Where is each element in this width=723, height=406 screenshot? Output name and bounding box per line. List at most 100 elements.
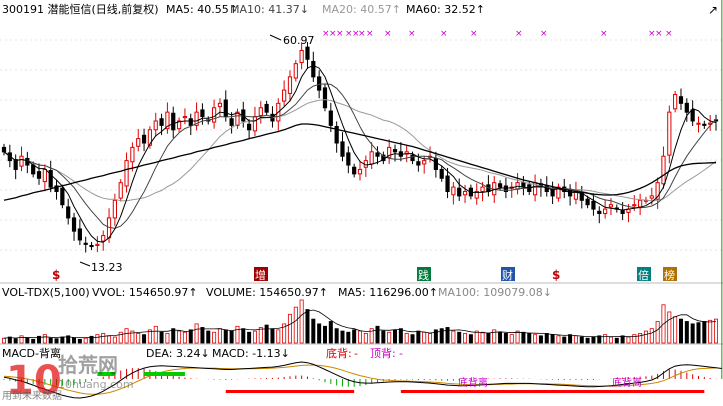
candle-body	[305, 46, 310, 60]
volume-bar	[498, 331, 503, 344]
volume-bar	[387, 331, 392, 344]
candle-body	[655, 182, 660, 200]
candle-body	[603, 208, 608, 215]
candle-body	[684, 102, 689, 113]
expand-arrow-icon[interactable]: ↗	[708, 3, 718, 17]
volume-bar	[696, 322, 701, 344]
volume-bar	[538, 335, 543, 344]
candle-body	[223, 99, 228, 118]
candle-body	[60, 187, 65, 206]
volume-bar	[416, 330, 421, 344]
volume-bar	[217, 328, 222, 344]
candle-body	[346, 152, 351, 166]
candle-body	[334, 125, 339, 144]
volume-bar	[468, 334, 473, 344]
signal-cross: ×	[345, 29, 353, 39]
candle-body	[556, 186, 561, 199]
candle-body	[667, 111, 672, 156]
volume-bar	[515, 330, 520, 344]
volume-readout: VOLUME: 154650.97↑	[206, 286, 328, 299]
volume-bar	[649, 328, 654, 344]
volume-bar	[83, 337, 88, 344]
macd-plot	[3, 0, 723, 399]
candle-body	[322, 87, 328, 109]
volume-bar	[77, 339, 82, 344]
ma20-line	[3, 99, 717, 202]
volume-bar	[165, 333, 170, 344]
candle-body	[369, 151, 374, 165]
volume-bar	[206, 330, 211, 344]
candle-body	[171, 112, 176, 131]
volume-bar	[212, 331, 217, 344]
volume-bar	[620, 335, 625, 344]
candle-body	[480, 186, 485, 192]
volume-bar	[702, 321, 707, 344]
volume-bar	[597, 335, 602, 344]
volume-bar	[118, 331, 123, 344]
signal-marks: × × × × ×× × × × × × × × × × × ×	[322, 29, 673, 39]
volume-bar	[235, 325, 240, 344]
volume-bar	[13, 338, 18, 344]
candle-body	[182, 116, 188, 119]
event-badge-box	[637, 267, 651, 281]
volume-bar	[568, 334, 573, 344]
candle-body	[1, 146, 7, 153]
volume-bar	[603, 334, 608, 344]
volume-bar	[1, 337, 7, 344]
volume-bar	[533, 334, 538, 344]
volume-bar	[626, 336, 631, 344]
watermark-footer: 用到未来数据	[2, 389, 62, 402]
high-pointer	[269, 34, 282, 41]
volume-bar	[287, 313, 292, 344]
stock-title: 300191 潜能恒信(日线,前复权)	[2, 2, 159, 16]
volume-bar	[182, 331, 187, 344]
volume-ma5-readout: MA5: 116296.00↑	[338, 286, 438, 299]
volume-bar	[60, 336, 65, 344]
candle-body	[36, 171, 42, 179]
low-annotation: 13.23	[79, 261, 123, 274]
dea-readout: DEA: 3.24↓	[146, 347, 210, 360]
volume-bar	[112, 336, 117, 344]
macd-mark-1: 底背离	[458, 376, 488, 389]
candle-body	[451, 186, 456, 196]
candle-body	[632, 204, 637, 207]
candle-body	[597, 210, 602, 215]
signal-cross: ×	[358, 29, 366, 39]
signal-cross: ×	[329, 29, 337, 39]
volume-bar	[177, 330, 182, 344]
volume-bar	[503, 333, 508, 344]
volume-bar	[398, 328, 403, 344]
volume-bar	[194, 323, 199, 344]
candle-body	[159, 118, 164, 126]
candle-body	[608, 204, 614, 208]
candle-body	[445, 175, 450, 192]
volume-bar	[124, 328, 129, 344]
candle-body	[503, 185, 509, 192]
candle-body	[282, 89, 287, 102]
candle-body	[141, 134, 147, 144]
candle-body	[311, 60, 316, 78]
candle-body	[101, 235, 106, 242]
volume-bar	[474, 330, 479, 344]
candle-body	[673, 94, 678, 110]
signal-cross: ×	[540, 29, 548, 39]
candle-body	[194, 111, 199, 126]
candle-body	[293, 63, 298, 79]
candle-body	[130, 146, 135, 163]
candle-body	[165, 111, 170, 130]
volume-bar	[136, 333, 141, 344]
event-badges: $ 增 践 财 $ 倍 榜	[52, 267, 677, 282]
volume-bar	[632, 334, 637, 344]
volume-bar	[130, 330, 135, 344]
volume-bar	[282, 323, 287, 344]
volume-bar	[614, 337, 619, 344]
candle-body	[66, 206, 71, 219]
event-badge-label: 践	[418, 268, 429, 282]
volume-bar	[200, 327, 205, 344]
volume-bar	[264, 324, 269, 344]
volume-bar	[655, 321, 660, 344]
signal-cross: ×	[515, 29, 523, 39]
candle-body	[649, 195, 654, 199]
